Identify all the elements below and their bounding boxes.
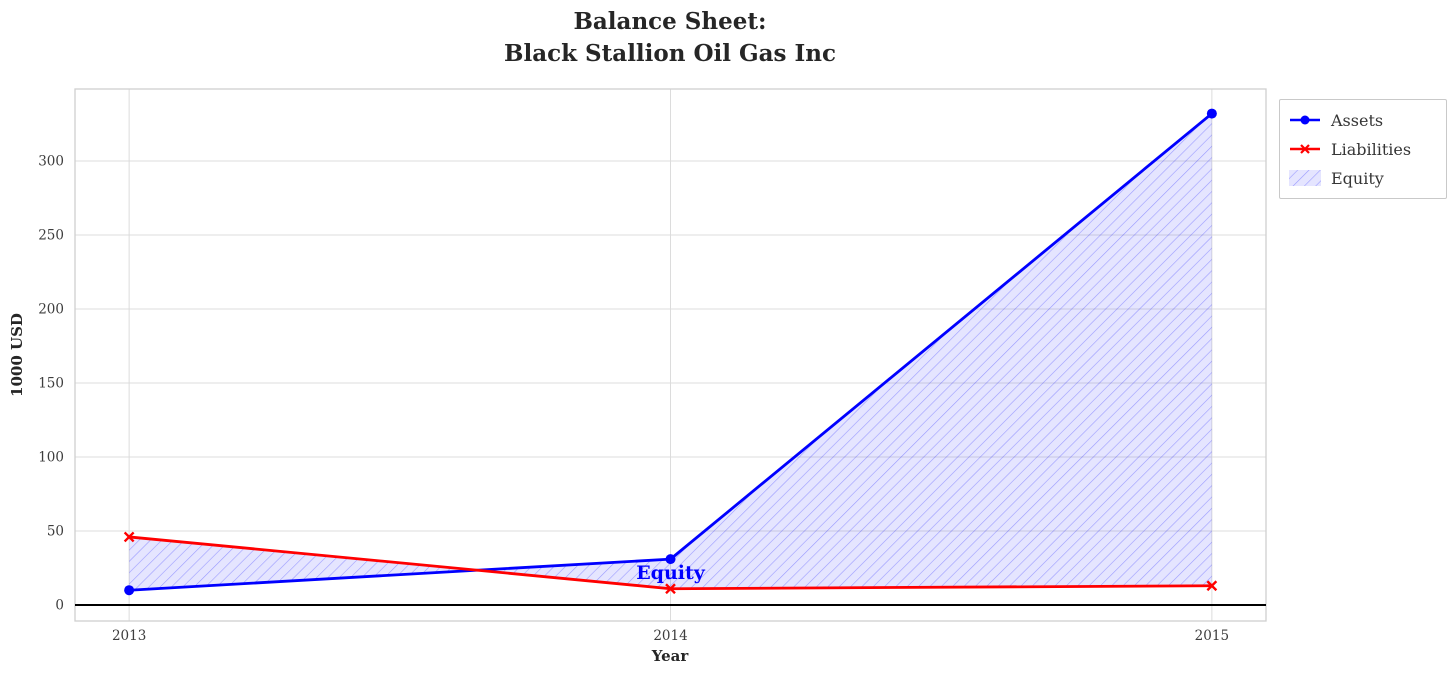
chart-title: Balance Sheet: Black Stallion Oil Gas In… (504, 6, 836, 69)
legend-item-assets: Assets (1288, 108, 1440, 132)
y-tick-label: 50 (47, 524, 64, 540)
assets-marker (1206, 108, 1217, 119)
legend: Assets Liabilities Equity (1279, 99, 1447, 199)
liabilities-marker (1206, 580, 1218, 592)
assets-marker (665, 554, 676, 565)
gridlines (75, 89, 1266, 621)
legend-label-assets: Assets (1331, 110, 1384, 130)
liabilities-marker (665, 583, 676, 595)
equity-hatch-swatch (1289, 170, 1321, 186)
chart-title-line2: Black Stallion Oil Gas Inc (504, 39, 836, 67)
legend-item-liabilities: Liabilities (1288, 137, 1440, 161)
liabilities-marker (123, 531, 135, 543)
y-tick-label: 150 (38, 375, 64, 391)
y-tick-label: 300 (38, 153, 64, 169)
assets-marker (124, 585, 135, 596)
x-tick-label: 2015 (1195, 628, 1229, 644)
axes-border (74, 88, 1267, 622)
y-tick-label: 100 (38, 449, 64, 465)
x-axis-label: Year (651, 647, 689, 665)
y-axis-label: 1000 USD (8, 313, 26, 397)
x-tick-label: 2014 (653, 628, 687, 644)
y-tick-label: 250 (38, 227, 64, 243)
legend-item-equity: Equity (1288, 166, 1440, 190)
equity-fill-area (129, 113, 1212, 591)
chart-title-line1: Balance Sheet: (573, 8, 767, 35)
legend-label-liabilities: Liabilities (1331, 139, 1412, 159)
y-tick-label: 0 (55, 598, 64, 614)
liabilities-line-swatch (1290, 144, 1320, 154)
y-tick-label: 200 (38, 301, 64, 317)
legend-label-equity: Equity (1331, 168, 1384, 188)
assets-line-swatch (1290, 115, 1320, 125)
x-tick-label: 2013 (112, 628, 146, 644)
equity-annotation: Equity (636, 562, 706, 584)
